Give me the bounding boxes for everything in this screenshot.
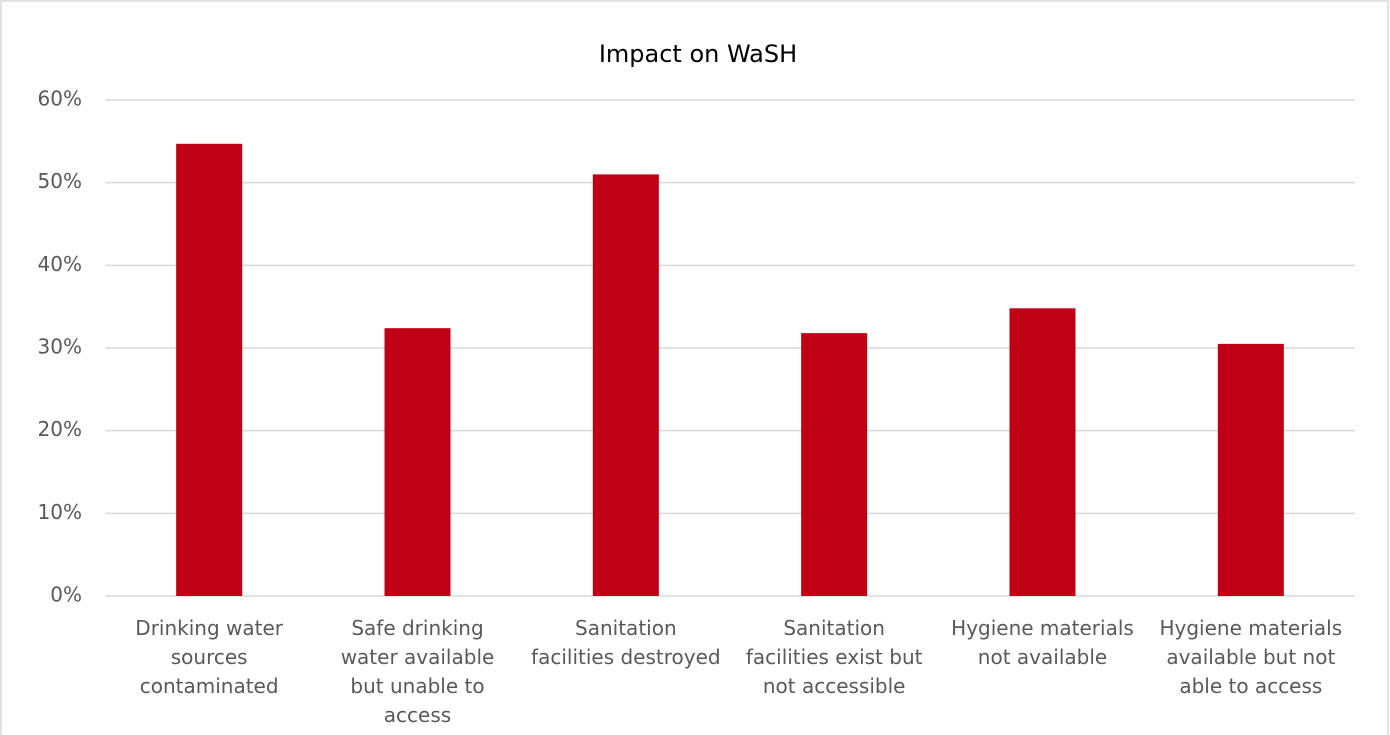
chart-title: Impact on WaSH bbox=[599, 40, 797, 68]
bar bbox=[801, 333, 868, 596]
y-tick-label: 20% bbox=[38, 417, 82, 441]
x-tick-label: Sanitation facilities exist but not acce… bbox=[745, 616, 923, 698]
y-tick-label: 30% bbox=[38, 335, 82, 359]
bar bbox=[1009, 308, 1076, 596]
x-tick-label: Drinking water sources contaminated bbox=[135, 616, 284, 698]
bar bbox=[1217, 343, 1284, 596]
y-tick-label: 60% bbox=[38, 87, 82, 111]
y-tick-label: 0% bbox=[50, 583, 82, 607]
y-tick-label: 40% bbox=[38, 252, 82, 276]
bar bbox=[592, 174, 659, 596]
bar bbox=[384, 328, 451, 596]
x-tick-label: Hygiene materials available but not able… bbox=[1159, 616, 1343, 698]
x-tick-label: Safe drinking water available but unable… bbox=[340, 616, 495, 727]
x-tick-label: Hygiene materials not available bbox=[951, 616, 1134, 669]
y-tick-label: 10% bbox=[38, 500, 82, 524]
bar bbox=[176, 143, 243, 596]
x-tick-label: Sanitation facilities destroyed bbox=[531, 616, 721, 669]
y-tick-label: 50% bbox=[38, 169, 82, 193]
